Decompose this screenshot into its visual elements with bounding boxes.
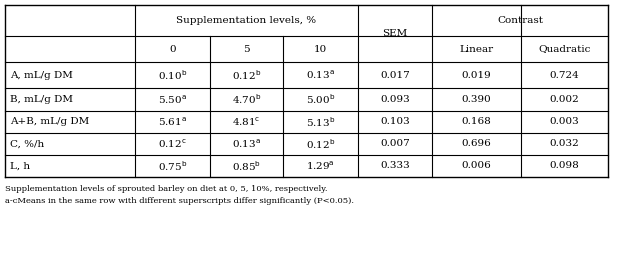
Text: Supplementation levels of sprouted barley on diet at 0, 5, 10%, respectively.: Supplementation levels of sprouted barle… bbox=[5, 185, 327, 193]
Text: 4.70$^{\rm b}$: 4.70$^{\rm b}$ bbox=[232, 93, 261, 106]
Text: 0.390: 0.390 bbox=[462, 95, 491, 104]
Text: 10: 10 bbox=[314, 44, 327, 54]
Text: 0: 0 bbox=[169, 44, 176, 54]
Text: 5.50$^{\rm a}$: 5.50$^{\rm a}$ bbox=[158, 93, 187, 106]
Text: 0.10$^{\rm b}$: 0.10$^{\rm b}$ bbox=[158, 68, 187, 82]
Text: 4.81$^{\rm c}$: 4.81$^{\rm c}$ bbox=[232, 116, 261, 128]
Text: a-cMeans in the same row with different superscripts differ significantly (P<0.0: a-cMeans in the same row with different … bbox=[5, 197, 354, 205]
Text: 0.032: 0.032 bbox=[550, 140, 579, 148]
Text: 1.29$^{\rm a}$: 1.29$^{\rm a}$ bbox=[306, 160, 335, 172]
Text: 0.103: 0.103 bbox=[380, 117, 410, 126]
Text: 0.13$^{\rm a}$: 0.13$^{\rm a}$ bbox=[306, 69, 335, 81]
Text: 0.007: 0.007 bbox=[380, 140, 410, 148]
Text: 0.168: 0.168 bbox=[462, 117, 491, 126]
Text: 0.696: 0.696 bbox=[462, 140, 491, 148]
Text: 5.13$^{\rm b}$: 5.13$^{\rm b}$ bbox=[306, 115, 335, 129]
Text: Supplementation levels, %: Supplementation levels, % bbox=[176, 16, 316, 25]
Text: 5.61$^{\rm a}$: 5.61$^{\rm a}$ bbox=[158, 116, 187, 128]
Text: 0.12$^{\rm c}$: 0.12$^{\rm c}$ bbox=[158, 138, 187, 150]
Text: L, h: L, h bbox=[10, 162, 30, 170]
Text: SEM: SEM bbox=[383, 29, 408, 38]
Text: 0.017: 0.017 bbox=[380, 70, 410, 80]
Text: 0.003: 0.003 bbox=[550, 117, 579, 126]
Text: 0.002: 0.002 bbox=[550, 95, 579, 104]
Text: 0.13$^{\rm a}$: 0.13$^{\rm a}$ bbox=[232, 138, 261, 150]
Text: B, mL/g DM: B, mL/g DM bbox=[10, 95, 73, 104]
Text: 0.12$^{\rm b}$: 0.12$^{\rm b}$ bbox=[306, 137, 335, 151]
Text: A, mL/g DM: A, mL/g DM bbox=[10, 70, 73, 80]
Text: 0.098: 0.098 bbox=[550, 162, 579, 170]
Text: 0.85$^{\rm b}$: 0.85$^{\rm b}$ bbox=[232, 159, 261, 173]
Text: 5.00$^{\rm b}$: 5.00$^{\rm b}$ bbox=[306, 93, 335, 106]
Text: 0.333: 0.333 bbox=[380, 162, 410, 170]
Text: Contrast: Contrast bbox=[497, 16, 543, 25]
Text: 0.75$^{\rm b}$: 0.75$^{\rm b}$ bbox=[158, 159, 187, 173]
Text: 0.724: 0.724 bbox=[550, 70, 579, 80]
Text: 0.12$^{\rm b}$: 0.12$^{\rm b}$ bbox=[232, 68, 261, 82]
Text: Quadratic: Quadratic bbox=[539, 44, 591, 54]
Text: 5: 5 bbox=[243, 44, 250, 54]
Text: Linear: Linear bbox=[459, 44, 493, 54]
Text: 0.019: 0.019 bbox=[462, 70, 491, 80]
Text: A+B, mL/g DM: A+B, mL/g DM bbox=[10, 117, 89, 126]
Text: 0.093: 0.093 bbox=[380, 95, 410, 104]
Text: C, %/h: C, %/h bbox=[10, 140, 44, 148]
Text: 0.006: 0.006 bbox=[462, 162, 491, 170]
